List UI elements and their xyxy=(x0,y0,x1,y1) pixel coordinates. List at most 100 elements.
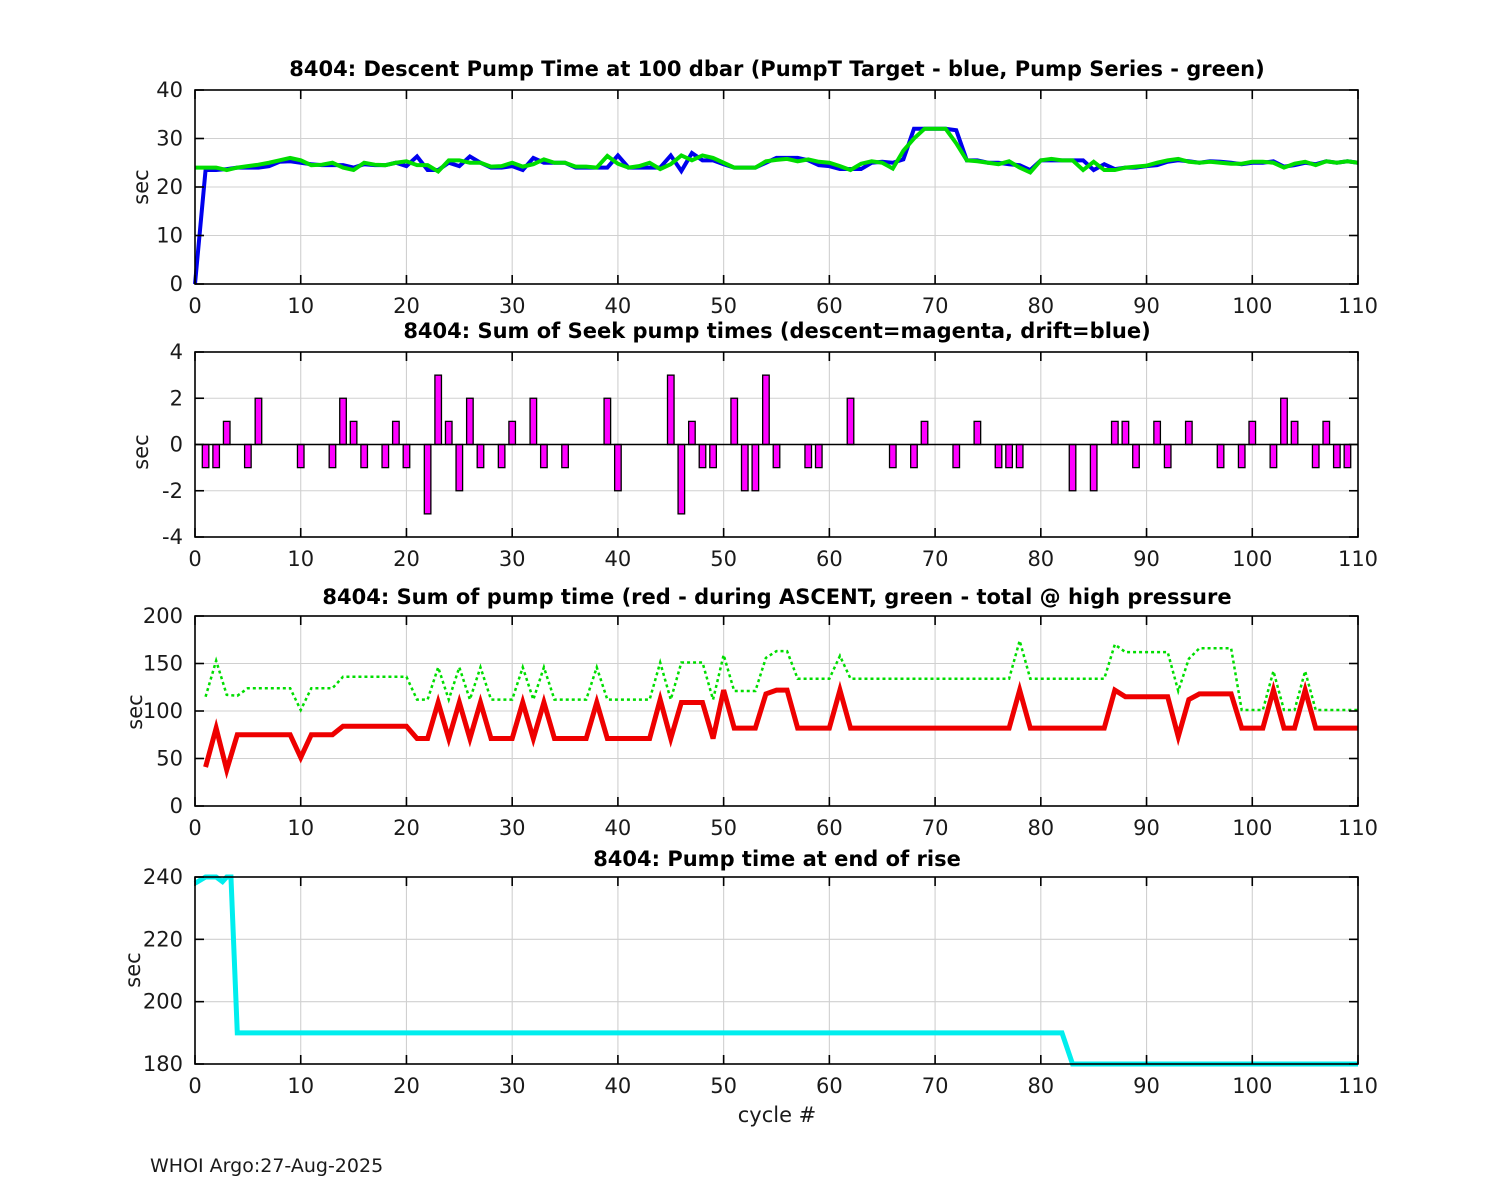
panel3-y-tick-labels: 0 50 100 150 200 xyxy=(143,604,183,818)
panel3-ytick-50: 50 xyxy=(156,747,183,771)
panel2-title: 8404: Sum of Seek pump times (descent=ma… xyxy=(403,319,1150,343)
panel2-bar xyxy=(1248,420,1257,446)
panel2-bar xyxy=(1311,443,1320,469)
panel2-xtick-110: 110 xyxy=(1338,547,1378,571)
panel2-bar xyxy=(698,443,707,469)
panel1-line-2 xyxy=(195,126,1359,175)
panel2-bar xyxy=(497,443,506,469)
panel2-bar xyxy=(730,397,739,446)
panel2-bar xyxy=(1068,443,1077,492)
panel2-bar xyxy=(391,420,400,446)
panel-pump-time-end-of-rise: 8404: Pump time at end of rise 0 10 20 30 40… xyxy=(121,847,1378,1127)
panel-sum-pump-time: 8404: Sum of pump time (red - during ASC… xyxy=(123,585,1378,840)
panel2-bar xyxy=(762,374,770,446)
panel2-ytick-2: 2 xyxy=(170,386,183,410)
panel3-gridlines xyxy=(195,616,1358,806)
panel4-title: 8404: Pump time at end of rise xyxy=(593,847,961,871)
panel3-xtick-90: 90 xyxy=(1133,816,1160,840)
panel2-xtick-70: 70 xyxy=(922,547,949,571)
panel2-bar xyxy=(1237,443,1246,469)
panel2-bar xyxy=(222,420,231,446)
panel3-xtick-110: 110 xyxy=(1338,816,1378,840)
panel4-axes-box xyxy=(194,876,1359,1065)
panel1-ytick-30: 30 xyxy=(156,127,183,151)
panel4-xtick-80: 80 xyxy=(1027,1074,1054,1098)
panel2-bar xyxy=(1163,443,1172,469)
panel3-ytick-100: 100 xyxy=(143,699,183,723)
panel4-xtick-40: 40 xyxy=(605,1074,632,1098)
panel2-bar xyxy=(687,420,696,446)
panel2-bar xyxy=(1121,420,1130,446)
panel4-xtick-10: 10 xyxy=(287,1074,314,1098)
panel3-xtick-60: 60 xyxy=(816,816,843,840)
panel3-x-tick-labels: 0 10 20 30 40 50 60 70 80 90 100 110 xyxy=(188,816,1378,840)
panel2-bar xyxy=(814,443,823,469)
panel2-xtick-30: 30 xyxy=(499,547,526,571)
panel2-bar xyxy=(613,443,622,492)
panel4-ytick-180: 180 xyxy=(143,1052,183,1076)
panel2-bar xyxy=(1343,443,1352,469)
panel4-x-tick-labels: 0 10 20 30 40 50 60 70 80 90 100 110 xyxy=(188,1074,1378,1098)
panel4-xtick-50: 50 xyxy=(710,1074,737,1098)
panel3-xtick-20: 20 xyxy=(393,816,420,840)
panel2-bar xyxy=(381,443,390,469)
panel1-xtick-20: 20 xyxy=(393,294,420,318)
panel4-y-axis-label: sec xyxy=(121,952,145,987)
panel2-y-tick-labels: -4 -2 0 2 4 xyxy=(162,340,183,549)
panel2-bar xyxy=(772,443,781,469)
panel2-bar xyxy=(920,420,929,446)
panel3-ytick-150: 150 xyxy=(143,652,183,676)
panel2-xtick-80: 80 xyxy=(1027,547,1054,571)
panel2-bar xyxy=(296,443,305,469)
panel3-xtick-80: 80 xyxy=(1027,816,1054,840)
panel1-series xyxy=(193,126,1359,285)
panel1-xtick-50: 50 xyxy=(710,294,737,318)
panel2-bar xyxy=(751,443,760,492)
panel2-bar xyxy=(1184,420,1193,446)
panel2-xtick-10: 10 xyxy=(287,547,314,571)
panel3-ytick-0: 0 xyxy=(170,794,183,818)
panel2-bar xyxy=(434,374,443,446)
panel1-x-tick-labels: 0 10 20 30 40 50 60 70 80 90 100 110 xyxy=(188,294,1378,318)
panel2-bar xyxy=(243,443,252,469)
panel2-bar xyxy=(212,443,221,469)
panel3-xtick-70: 70 xyxy=(922,816,949,840)
panel4-xtick-60: 60 xyxy=(816,1074,843,1098)
panel2-ytick--2: -2 xyxy=(162,479,183,503)
panel3-xtick-30: 30 xyxy=(499,816,526,840)
panel2-bar xyxy=(349,420,358,446)
panel3-xtick-0: 0 xyxy=(188,816,201,840)
panel4-tickmarks xyxy=(194,876,1359,1065)
panel1-xtick-70: 70 xyxy=(922,294,949,318)
panel2-bar xyxy=(423,443,432,515)
panel2-bar xyxy=(1005,443,1014,469)
panel1-y-axis-label: sec xyxy=(129,169,153,204)
panel3-y-axis-label: sec xyxy=(123,694,147,729)
panel2-bar xyxy=(709,443,717,469)
panel2-xtick-40: 40 xyxy=(605,547,632,571)
panel1-ytick-40: 40 xyxy=(156,78,183,102)
panel3-line-2 xyxy=(204,636,1358,713)
panel3-xtick-100: 100 xyxy=(1232,816,1272,840)
panel2-bar xyxy=(1322,420,1331,446)
panel2-bar xyxy=(529,397,538,446)
panel2-bar xyxy=(666,374,675,446)
panel2-bar xyxy=(888,443,897,469)
panel3-line-1 xyxy=(203,680,1358,780)
panel2-bar xyxy=(1089,443,1098,492)
panel2-bar xyxy=(952,443,961,469)
panel4-xtick-20: 20 xyxy=(393,1074,420,1098)
panel2-bar xyxy=(254,397,263,446)
panel2-bar xyxy=(328,443,337,469)
panel2-ytick--4: -4 xyxy=(162,525,183,549)
panel2-bar xyxy=(201,443,210,469)
panel1-tickmarks xyxy=(194,89,1359,285)
panel2-bar xyxy=(455,443,464,492)
panel2-bar xyxy=(1153,420,1162,446)
panel2-bar xyxy=(360,443,369,469)
panel1-ytick-20: 20 xyxy=(156,175,183,199)
panel1-xtick-60: 60 xyxy=(816,294,843,318)
panel2-bar xyxy=(476,443,485,469)
